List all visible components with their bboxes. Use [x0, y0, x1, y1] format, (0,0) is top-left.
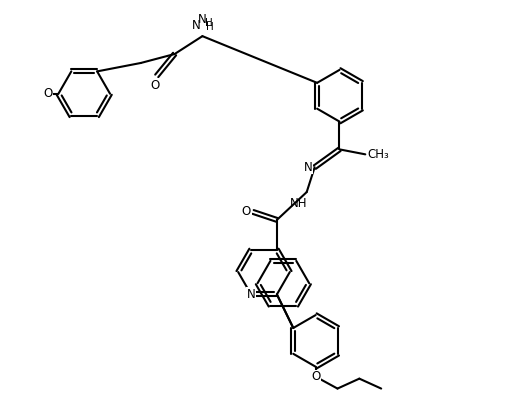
- Text: O: O: [242, 206, 251, 218]
- Text: O: O: [311, 370, 320, 383]
- Text: O: O: [43, 87, 53, 100]
- Text: N: N: [198, 13, 207, 26]
- Text: N: N: [304, 161, 312, 174]
- Text: N: N: [191, 19, 200, 32]
- Text: H: H: [206, 22, 214, 32]
- Text: N: N: [247, 288, 256, 301]
- Text: H: H: [205, 18, 213, 28]
- Text: O: O: [150, 79, 159, 92]
- Text: CH₃: CH₃: [367, 148, 389, 161]
- Text: NH: NH: [290, 197, 308, 210]
